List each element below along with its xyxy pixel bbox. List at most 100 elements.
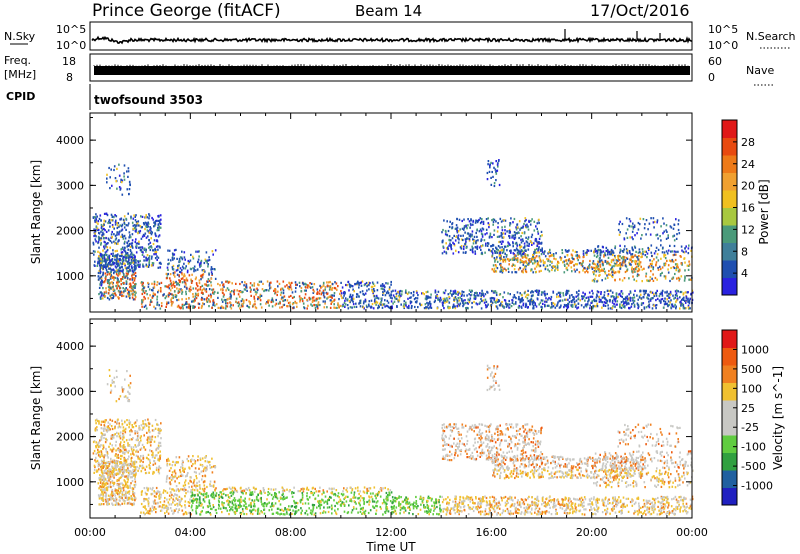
echo-cell bbox=[145, 236, 148, 239]
echo-cell bbox=[563, 271, 566, 274]
echo-cell bbox=[121, 435, 124, 438]
echo-cell bbox=[467, 237, 469, 240]
echo-cell bbox=[642, 250, 644, 253]
echo-cell bbox=[127, 224, 129, 227]
echo-cell bbox=[637, 269, 640, 272]
echo-cell bbox=[612, 295, 614, 298]
echo-cell bbox=[165, 277, 168, 280]
echo-cell bbox=[362, 293, 364, 296]
echo-cell bbox=[555, 252, 557, 255]
echo-cell bbox=[196, 268, 199, 271]
echo-cell bbox=[145, 224, 148, 227]
echo-cell bbox=[671, 250, 674, 253]
echo-cell bbox=[448, 225, 451, 229]
echo-cell bbox=[452, 305, 454, 308]
echo-cell bbox=[466, 301, 468, 305]
echo-cell bbox=[650, 251, 653, 254]
echo-cell bbox=[679, 296, 681, 299]
echo-cell bbox=[577, 302, 580, 305]
echo-cell bbox=[445, 252, 448, 255]
echo-cell bbox=[130, 259, 133, 262]
echo-cell bbox=[444, 229, 447, 233]
echo-cell bbox=[474, 221, 477, 224]
echo-cell bbox=[124, 258, 127, 261]
echo-cell bbox=[141, 246, 144, 249]
echo-cell bbox=[593, 254, 596, 257]
echo-cell bbox=[98, 217, 101, 220]
echo-cell bbox=[664, 297, 666, 300]
echo-cell bbox=[249, 282, 252, 285]
echo-cell bbox=[127, 167, 130, 170]
echo-cell bbox=[515, 232, 517, 235]
echo-cell bbox=[400, 303, 402, 306]
echo-cell bbox=[186, 269, 189, 272]
echo-cell bbox=[520, 249, 523, 252]
echo-cell bbox=[633, 293, 635, 296]
echo-cell bbox=[469, 226, 471, 229]
echo-cell bbox=[115, 453, 117, 456]
echo-cell bbox=[596, 254, 599, 257]
echo-cell bbox=[430, 293, 432, 296]
echo-cell bbox=[131, 233, 134, 236]
echo-cell bbox=[158, 262, 161, 265]
echo-cell bbox=[589, 259, 591, 263]
echo-cell bbox=[664, 291, 666, 294]
echo-cell bbox=[124, 431, 127, 434]
echo-cell bbox=[116, 224, 119, 227]
echo-cell bbox=[111, 258, 114, 261]
echo-cell bbox=[246, 304, 248, 307]
echo-cell bbox=[198, 306, 200, 309]
echo-cell bbox=[464, 302, 467, 305]
echo-cell bbox=[626, 257, 629, 260]
echo-cell bbox=[208, 256, 210, 259]
echo-cell bbox=[669, 244, 671, 247]
echo-cell bbox=[501, 248, 504, 251]
echo-cell bbox=[660, 298, 663, 301]
echo-cell bbox=[229, 302, 232, 305]
echo-cell bbox=[312, 288, 315, 291]
echo-cell bbox=[519, 292, 521, 295]
echo-cell bbox=[121, 246, 124, 249]
echo-cell bbox=[120, 278, 122, 281]
echo-cell bbox=[375, 296, 378, 300]
echo-cell bbox=[422, 292, 424, 295]
echo-cell bbox=[355, 305, 358, 308]
echo-cell bbox=[554, 306, 557, 309]
echo-cell bbox=[612, 258, 614, 261]
echo-cell bbox=[210, 281, 212, 284]
echo-cell bbox=[158, 431, 161, 434]
echo-cell bbox=[286, 284, 288, 287]
echo-cell bbox=[675, 250, 677, 253]
echo-cell bbox=[181, 265, 184, 268]
echo-cell bbox=[622, 258, 625, 261]
echo-cell bbox=[131, 296, 134, 299]
echo-cell bbox=[316, 305, 319, 308]
echo-cell bbox=[538, 270, 541, 273]
echo-cell bbox=[329, 286, 332, 289]
echo-cell bbox=[590, 266, 593, 269]
echo-cell bbox=[129, 282, 131, 285]
echo-cell bbox=[150, 245, 152, 248]
echo-cell bbox=[606, 248, 609, 252]
echo-cell bbox=[135, 228, 138, 231]
echo-cell bbox=[193, 270, 195, 273]
echo-cell bbox=[102, 265, 105, 268]
echo-cell bbox=[140, 215, 142, 218]
echo-cell bbox=[532, 307, 534, 310]
echo-cell bbox=[631, 266, 633, 269]
echo-cell bbox=[304, 282, 306, 285]
echo-cell bbox=[117, 240, 119, 243]
echo-cell bbox=[172, 258, 174, 261]
echo-cell bbox=[437, 298, 439, 301]
echo-cell bbox=[240, 300, 243, 303]
echo-cell bbox=[121, 235, 124, 238]
echo-cell bbox=[509, 249, 511, 253]
echo-cell bbox=[197, 261, 199, 264]
echo-cell bbox=[544, 255, 547, 258]
echo-cell bbox=[305, 286, 307, 289]
echo-cell bbox=[140, 447, 143, 450]
echo-cell bbox=[193, 268, 195, 271]
echo-cell bbox=[106, 429, 108, 432]
echo-cell bbox=[151, 216, 153, 220]
echo-cell bbox=[211, 288, 213, 291]
